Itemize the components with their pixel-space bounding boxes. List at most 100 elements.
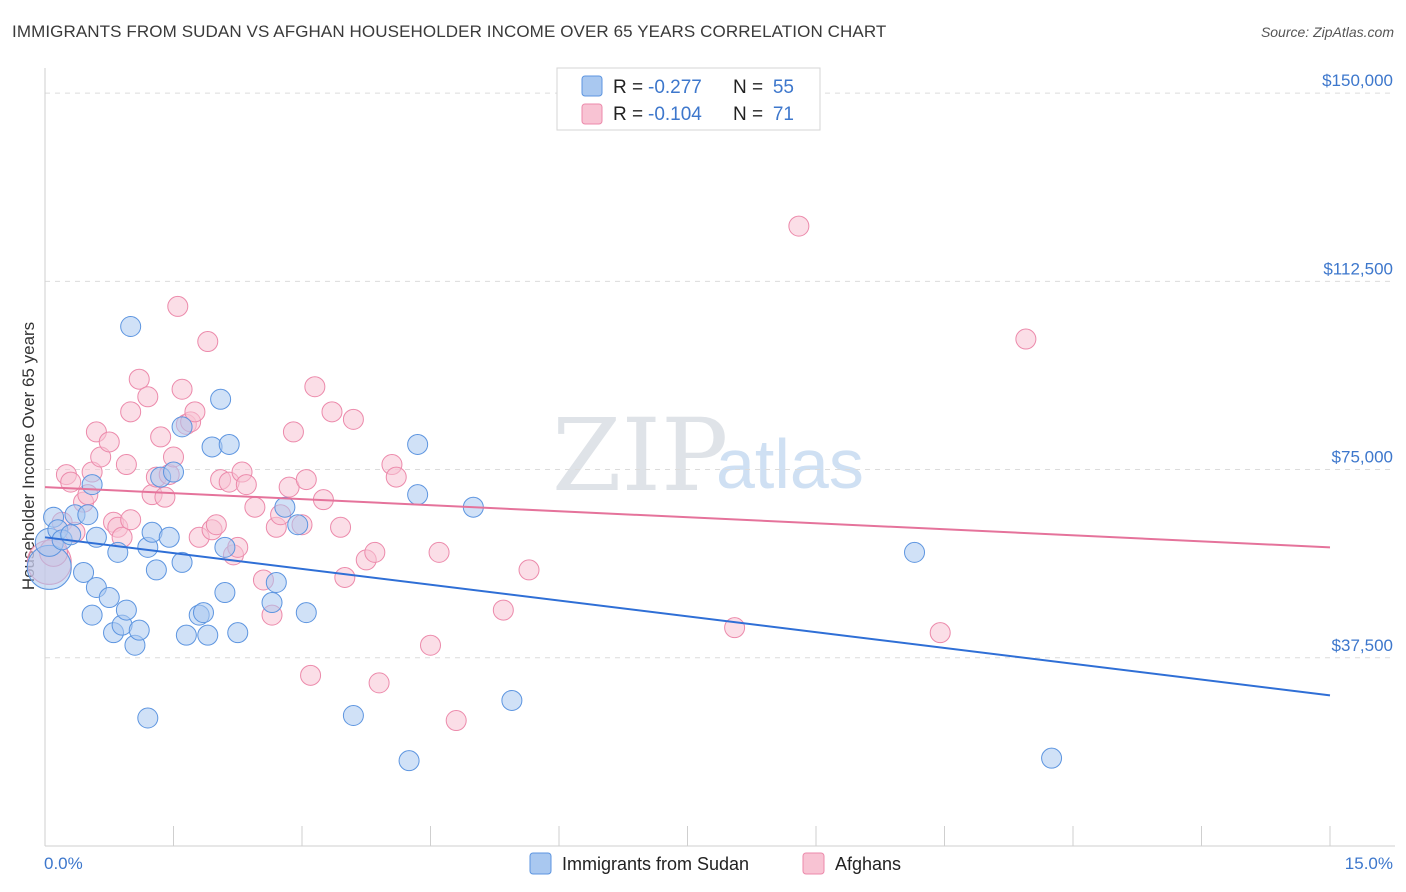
bottom-legend-swatch-sudan bbox=[529, 852, 552, 875]
bottom-legend-swatch-afghans bbox=[802, 852, 825, 875]
x-tick-label-min: 0.0% bbox=[44, 854, 83, 873]
afghans-point bbox=[385, 466, 407, 488]
afghans-point bbox=[788, 215, 810, 237]
legend: R = -0.277 N = 55 R = -0.104 N = 71 bbox=[556, 67, 821, 131]
sudan-point bbox=[163, 461, 184, 483]
afghans-point bbox=[304, 376, 326, 398]
legend-n-value-afghans: 71 bbox=[773, 104, 794, 125]
sudan-point bbox=[171, 416, 193, 438]
sudan-point bbox=[342, 704, 364, 726]
y-axis-label: Householder Income Over 65 years bbox=[19, 322, 38, 590]
legend-n-value-sudan: 55 bbox=[773, 77, 794, 98]
sudan-point bbox=[261, 592, 283, 614]
sudan-point bbox=[407, 433, 429, 455]
sudan-point bbox=[145, 559, 167, 581]
afghans-point bbox=[205, 514, 227, 536]
watermark-atlas: atlas bbox=[716, 425, 864, 503]
sudan-trend-line bbox=[44, 536, 1331, 697]
y-tick-label: $150,000 bbox=[1322, 71, 1393, 90]
afghans-point bbox=[282, 421, 304, 443]
afghans-point bbox=[368, 672, 390, 694]
legend-r-label-2: R = bbox=[613, 104, 643, 125]
afghans-trend-line bbox=[44, 486, 1331, 549]
legend-r-label-1: R = bbox=[613, 77, 643, 98]
sudan-point bbox=[287, 514, 309, 536]
sudan-point bbox=[158, 526, 180, 548]
bottom-legend: Immigrants from Sudan Afghans bbox=[529, 852, 901, 875]
sudan-point bbox=[128, 619, 150, 641]
sudan-point bbox=[192, 602, 214, 624]
sudan-point bbox=[265, 571, 287, 593]
afghans-point bbox=[197, 331, 219, 353]
afghans-point bbox=[137, 386, 159, 408]
afghans-point bbox=[244, 496, 266, 518]
afghans-point bbox=[150, 426, 172, 448]
sudan-point bbox=[214, 536, 236, 558]
y-tick-label: $112,500 bbox=[1323, 259, 1393, 278]
afghans-point bbox=[330, 516, 352, 538]
afghans-point bbox=[128, 368, 150, 390]
sudan-point bbox=[77, 504, 99, 526]
sudan-point bbox=[210, 388, 232, 410]
afghans-point bbox=[184, 401, 206, 423]
bottom-legend-label-sudan: Immigrants from Sudan bbox=[562, 854, 749, 874]
afghans-point bbox=[120, 509, 142, 531]
bottom-legend-label-afghans: Afghans bbox=[835, 854, 901, 874]
sudan-point bbox=[115, 599, 137, 621]
afghans-point bbox=[518, 559, 540, 581]
y-tick-label: $75,000 bbox=[1332, 448, 1393, 467]
chart-title: IMMIGRANTS FROM SUDAN VS AFGHAN HOUSEHOL… bbox=[12, 22, 887, 41]
sudan-point bbox=[81, 604, 103, 626]
legend-n-label-2: N = bbox=[733, 104, 763, 125]
trend-lines bbox=[44, 486, 1331, 697]
x-tick-label-max: 15.0% bbox=[1345, 854, 1393, 873]
afghans-point bbox=[235, 474, 257, 496]
legend-r-value-sudan: -0.277 bbox=[648, 77, 702, 98]
sudan-point bbox=[295, 602, 317, 624]
legend-n-label-1: N = bbox=[733, 77, 763, 98]
afghans-point bbox=[492, 599, 514, 621]
sudan-point bbox=[120, 315, 142, 337]
afghans-point bbox=[929, 622, 951, 644]
sudan-point bbox=[197, 624, 219, 646]
afghans-point bbox=[300, 664, 322, 686]
afghans-point bbox=[1015, 328, 1037, 350]
gridlines bbox=[45, 92, 1395, 659]
sudan-point bbox=[171, 551, 193, 573]
sudan-point bbox=[81, 474, 103, 496]
sudan-point bbox=[1041, 747, 1063, 769]
afghans-point bbox=[154, 486, 176, 508]
afghans-point bbox=[428, 541, 450, 563]
legend-swatch-afghans bbox=[581, 103, 603, 125]
sudan-point bbox=[73, 561, 95, 583]
sudan-point bbox=[407, 484, 429, 506]
watermark: ZIP atlas bbox=[552, 397, 864, 514]
sudan-point bbox=[227, 622, 249, 644]
source-credit: Source: ZipAtlas.com bbox=[1260, 24, 1394, 40]
afghans-point bbox=[321, 401, 343, 423]
watermark-zip: ZIP bbox=[552, 397, 728, 514]
legend-r-value-afghans: -0.104 bbox=[648, 104, 702, 125]
legend-swatch-sudan bbox=[581, 75, 603, 97]
sudan-point bbox=[398, 750, 420, 772]
sudan-point bbox=[904, 541, 926, 563]
afghans-point bbox=[364, 541, 386, 563]
afghans-point bbox=[295, 469, 317, 491]
y-tick-label: $37,500 bbox=[1332, 636, 1393, 655]
afghans-point bbox=[115, 454, 137, 476]
sudan-point bbox=[214, 582, 236, 604]
afghans-point bbox=[445, 710, 467, 732]
afghans-point bbox=[98, 431, 120, 453]
afghans-point bbox=[120, 401, 142, 423]
afghans-point bbox=[334, 566, 356, 588]
afghans-point bbox=[171, 378, 193, 400]
sudan-point bbox=[175, 624, 197, 646]
sudan-point bbox=[137, 707, 159, 729]
afghans-point bbox=[342, 408, 364, 430]
sudan-point bbox=[274, 496, 296, 518]
y-tick-labels: $37,500 $75,000 $112,500 $150,000 bbox=[1322, 71, 1393, 655]
sudan-point bbox=[98, 587, 120, 609]
afghans-point bbox=[167, 295, 189, 317]
afghans-point bbox=[420, 634, 441, 656]
